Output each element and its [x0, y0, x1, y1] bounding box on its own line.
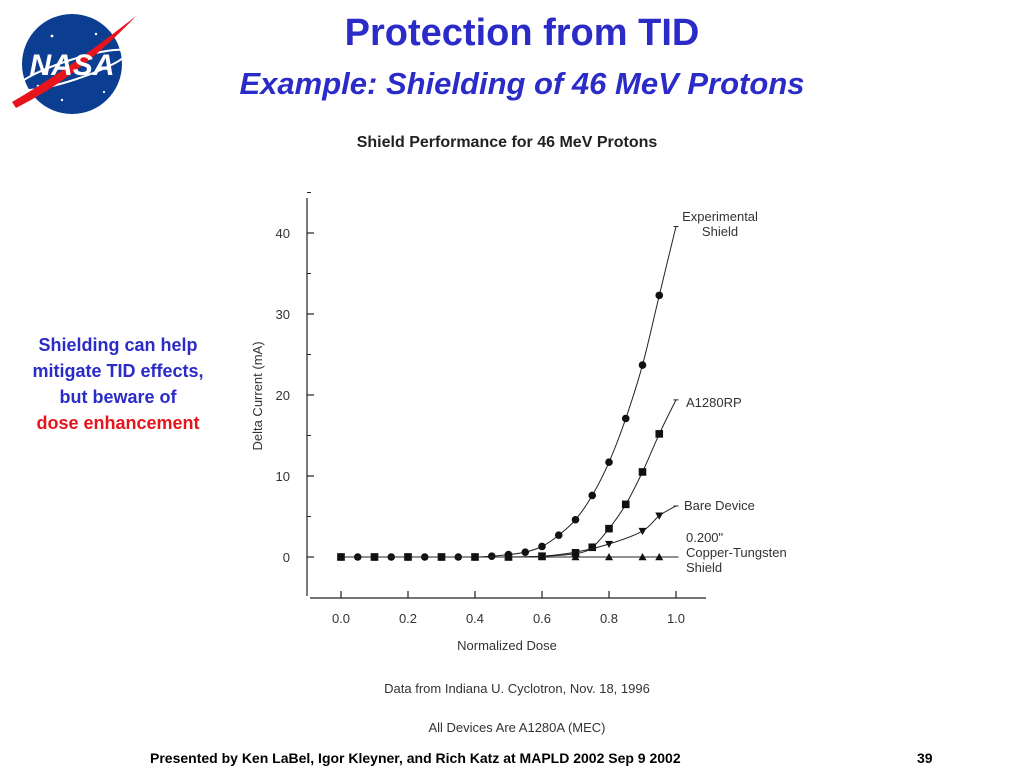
data-point	[655, 291, 664, 300]
data-point	[655, 553, 664, 561]
x-tick-label: 1.0	[667, 611, 685, 626]
data-point	[655, 512, 664, 520]
x-tick-label: 0.6	[533, 611, 551, 626]
data-point	[504, 553, 513, 561]
y-tick-label: 40	[276, 226, 290, 241]
data-point	[370, 553, 379, 561]
y-tick-label: 0	[283, 550, 290, 565]
data-point	[571, 515, 580, 524]
nasa-logo: NASA	[12, 14, 136, 114]
data-point	[605, 553, 613, 561]
y-tick-label: 30	[276, 307, 290, 322]
series-label-experimental-shield: Experimental Shield	[682, 209, 758, 239]
data-point	[487, 552, 496, 560]
x-axis-label: Normalized Dose	[457, 638, 557, 653]
nasa-logo-vector	[12, 16, 136, 108]
slide-title: Protection from TID	[344, 12, 700, 54]
series-label-a1280rp: A1280RP	[686, 395, 742, 410]
x-tick-label: 0.0	[332, 611, 350, 626]
y-axis-label: Delta Current (mA)	[250, 341, 265, 450]
data-point	[638, 361, 647, 369]
series-label-0-200-copper-tungsten-shield: 0.200" Copper-Tungsten Shield	[686, 530, 787, 575]
data-point	[571, 553, 580, 561]
side-note-warning: dose enhancement	[36, 413, 200, 433]
side-note: Shielding can help mitigate TID effects,…	[4, 332, 232, 436]
data-point	[638, 468, 647, 476]
data-point	[437, 553, 446, 561]
nasa-logo-orbit	[15, 48, 129, 92]
data-point	[554, 531, 563, 539]
series-0-200-copper-tungsten-shield	[337, 553, 679, 561]
side-note-line-2: mitigate TID effects,	[32, 361, 204, 381]
side-note-line-1: Shielding can help	[38, 335, 198, 355]
data-point	[588, 491, 597, 500]
side-note-line-3: but beware of	[59, 387, 177, 407]
series-label-line: Shield	[702, 224, 738, 239]
x-tick-label: 0.8	[600, 611, 618, 626]
series-line	[341, 399, 677, 558]
data-point	[655, 430, 664, 438]
data-point	[638, 527, 647, 536]
data-point	[571, 548, 580, 557]
data-point	[638, 553, 647, 561]
data-point	[337, 553, 345, 561]
series-line	[341, 505, 677, 558]
nasa-logo-text: NASA	[29, 49, 114, 82]
footer-credit: Presented by Ken LaBel, Igor Kleyner, an…	[150, 750, 681, 766]
x-tick-label: 0.2	[399, 611, 417, 626]
series-label-line: A1280RP	[686, 395, 742, 410]
y-tick-label: 20	[276, 388, 290, 403]
data-point	[605, 540, 613, 549]
series-label-line: Bare Device	[684, 498, 755, 513]
data-point	[605, 524, 613, 533]
series-a1280rp	[337, 399, 679, 561]
data-point	[538, 553, 546, 561]
chart-note-devices: All Devices Are A1280A (MEC)	[428, 720, 605, 735]
slide-subtitle: Example: Shielding of 46 MeV Protons	[239, 66, 805, 101]
page-number: 39	[917, 750, 933, 766]
data-point	[471, 553, 479, 561]
series-label-bare-device: Bare Device	[684, 498, 755, 513]
series-experimental-shield	[337, 226, 679, 561]
series-label-line: 0.200"	[686, 530, 724, 545]
data-point	[588, 543, 597, 552]
series-label-line: Experimental	[682, 209, 758, 224]
chart-note-source: Data from Indiana U. Cyclotron, Nov. 18,…	[384, 681, 650, 696]
data-point	[605, 458, 613, 467]
series-label-line: Copper-Tungsten	[686, 545, 787, 560]
x-tick-label: 0.4	[466, 611, 484, 626]
data-point	[521, 548, 530, 556]
data-point	[538, 542, 546, 551]
chart-title: Shield Performance for 46 MeV Protons	[357, 134, 658, 151]
data-point	[621, 500, 630, 509]
y-tick-label: 10	[276, 469, 290, 484]
shield-performance-chart: Shield Performance for 46 MeV Protons 0 1…	[250, 134, 787, 735]
series-label-line: Shield	[686, 560, 722, 575]
data-point	[621, 414, 630, 423]
data-point	[404, 553, 412, 561]
